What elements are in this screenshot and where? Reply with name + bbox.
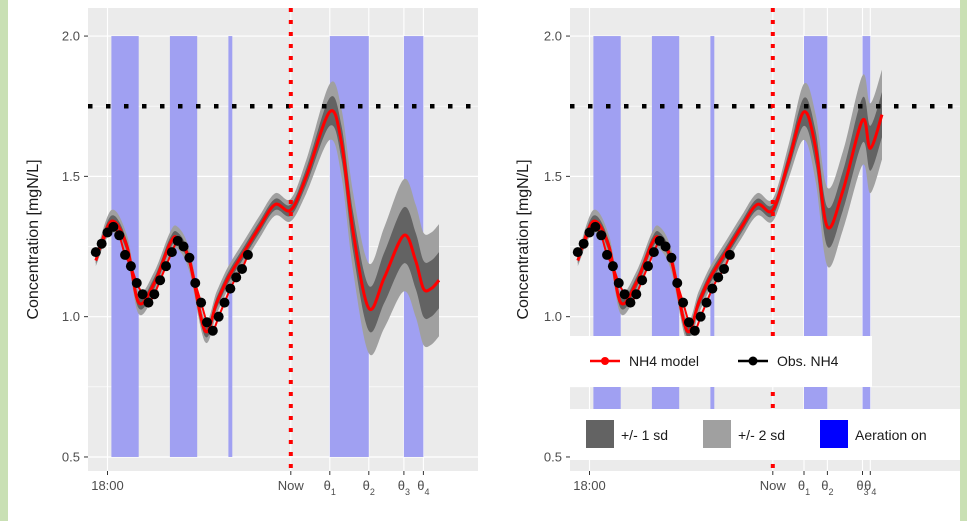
obs-point [184,252,195,263]
y-tick-label: 2.0 [544,29,562,44]
obs-point [90,247,101,258]
obs-point [155,275,166,286]
obs-point [219,297,230,308]
obs-point [242,249,253,260]
obs-point [125,261,136,272]
obs-point [695,311,706,322]
x-tick-label: θ1 [798,478,810,497]
legend-sd2-swatch [703,420,731,448]
obs-point [660,241,671,252]
obs-point [602,249,613,260]
y-tick-label: 2.0 [62,29,80,44]
obs-point [137,289,148,300]
obs-point [637,275,648,286]
legend-lines-background [570,336,872,387]
obs-point [590,221,601,232]
chart-canvas: 0.5 1.0 1.5 2.0 18:00 Now θ1 θ2 θ3 θ4 Concentratio… [25,8,960,497]
y-tick-label: 0.5 [544,449,562,464]
x-tick-label: θ3 [398,478,410,497]
obs-point [643,261,653,272]
obs-point [120,249,131,260]
obs-point [619,289,630,300]
legend-aeration-label: Aeration on [855,427,927,443]
obs-point [724,249,735,260]
obs-point [190,277,201,288]
legend-sd2-label: +/- 2 sd [738,427,785,443]
obs-point [231,272,242,283]
obs-point [683,317,694,328]
y-axis-title: Concentration [mgN/L] [25,159,42,319]
obs-point [672,277,683,288]
plot-background [570,8,960,471]
x-tick-label: θ4 [417,478,429,497]
legend-lines-box: NH4 model Obs. NH4 [570,336,872,387]
x-tick-label: 18:00 [91,478,124,493]
obs-point [166,247,177,258]
obs-point [114,230,125,241]
obs-point [666,252,677,263]
obs-point [143,297,154,308]
obs-point [149,289,160,300]
figure-frame: 0.5 1.0 1.5 2.0 18:00 Now θ1 θ2 θ3 θ4 Concentratio… [8,0,960,521]
obs-point [131,277,142,288]
y-axis-title: Concentration [mgN/L] [515,159,532,319]
obs-point [196,297,207,308]
obs-point [613,277,624,288]
obs-point [237,263,248,274]
right-panel: 0.51.01.52.018:00 Now θ1 θ2 θ3θ4Concentratio… [515,8,960,497]
legend-aeration-swatch [820,420,848,448]
obs-point [578,238,589,249]
left-panel: 0.5 1.0 1.5 2.0 18:00 Now θ1 θ2 θ3 θ4 Concentratio… [25,8,478,497]
obs-point [631,289,642,300]
sd1-band [95,96,440,338]
aeration-band [710,36,715,457]
sd2-band [577,69,882,344]
x-tick-label: θ2 [821,478,833,497]
obs-point [707,283,718,294]
obs-point [108,221,119,232]
x-tick-label: Now [278,478,305,493]
obs-point [648,247,659,258]
legend-fills-background [570,409,960,460]
obs-point [625,297,636,308]
legend-model-label: NH4 model [629,353,699,369]
y-tick-label: 1.0 [544,309,562,324]
obs-point [178,241,189,252]
obs-point [678,297,689,308]
y-tick-label: 1.0 [62,309,80,324]
obs-point [689,325,700,336]
obs-point [201,317,212,328]
obs-point [207,325,218,336]
y-tick-label: 0.5 [62,449,80,464]
legend-fills-box: +/- 1 sd +/- 2 sd Aeration on [570,409,960,460]
obs-point [713,272,724,283]
x-tick-label: Now [760,478,787,493]
x-tick-label: θ1 [324,478,336,497]
legend-obs-marker [748,356,758,366]
y-tick-label: 1.5 [544,169,562,184]
legend-model-marker [601,357,609,365]
x-tick-label: 18:00 [573,478,606,493]
obs-point [701,297,712,308]
obs-point [572,247,583,258]
legend-sd1-label: +/- 1 sd [621,427,668,443]
obs-point [96,238,107,249]
obs-point [719,263,730,274]
legend-sd1-swatch [586,420,614,448]
x-tick-label: θ2 [363,478,375,497]
obs-point [161,261,171,272]
y-tick-label: 1.5 [62,169,80,184]
obs-point [596,230,607,241]
obs-point [225,283,236,294]
obs-point [213,311,224,322]
legend-obs-label: Obs. NH4 [777,353,839,369]
aeration-band [228,36,233,457]
aeration-band [862,36,871,457]
obs-point [607,261,618,272]
